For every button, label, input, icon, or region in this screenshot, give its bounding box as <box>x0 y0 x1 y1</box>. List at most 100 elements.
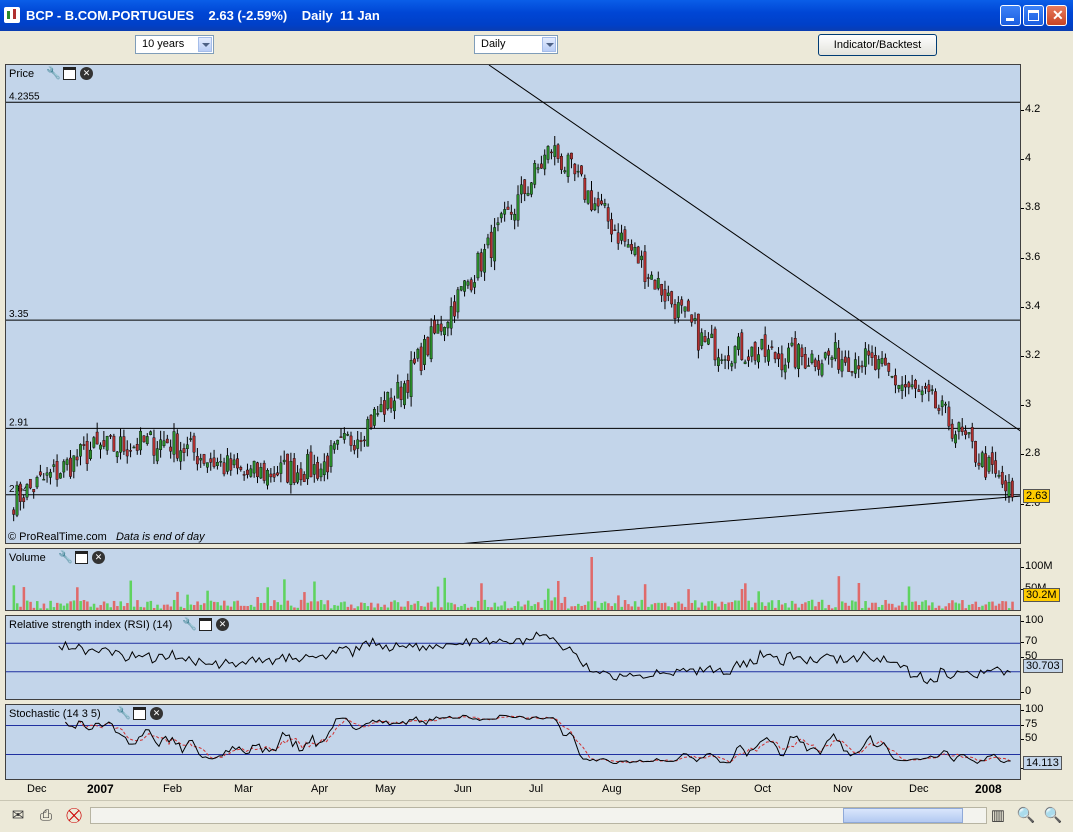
stochastic-panel[interactable]: Stochastic (14 3 5) 🔧 ✕ <box>5 704 1021 780</box>
candle-body <box>339 436 343 438</box>
no-link-icon[interactable]: ⛒ <box>66 807 82 824</box>
volume-bar <box>82 599 86 610</box>
volume-bar <box>570 606 573 610</box>
stochastic-chart[interactable] <box>6 705 1021 780</box>
candle-body <box>282 459 286 463</box>
mail-icon[interactable]: ✉ <box>11 807 25 824</box>
volume-bar <box>964 608 968 610</box>
candle-body <box>72 455 76 472</box>
x-axis-label: 2008 <box>975 782 1002 796</box>
volume-bar <box>196 601 199 610</box>
volume-chart[interactable] <box>6 549 1021 611</box>
candle-body <box>640 255 643 261</box>
close-panel-icon[interactable]: ✕ <box>92 551 105 564</box>
candle-body <box>823 352 827 359</box>
volume-bar <box>767 602 770 610</box>
candle-body <box>456 289 460 313</box>
candle-body <box>917 389 921 392</box>
window-icon[interactable] <box>75 551 88 564</box>
volume-bar <box>426 602 430 610</box>
candle-body <box>226 455 229 472</box>
axis-tick-mark <box>1021 692 1024 693</box>
candle-body <box>38 471 42 476</box>
zoom-in-icon[interactable]: 🔍 <box>1043 807 1063 824</box>
volume-bar <box>69 601 72 610</box>
minimize-button[interactable] <box>1000 5 1021 26</box>
volume-bar <box>202 603 206 610</box>
close-panel-icon[interactable]: ✕ <box>150 707 163 720</box>
volume-bar <box>1001 601 1004 610</box>
wrench-icon[interactable]: 🔧 <box>182 617 197 631</box>
volume-bar <box>620 606 624 610</box>
interval-select[interactable]: Daily <box>474 35 558 54</box>
horizontal-scrollbar[interactable] <box>90 807 987 824</box>
volume-bar <box>102 601 106 610</box>
volume-bar <box>804 602 807 610</box>
window-icon[interactable] <box>199 618 212 631</box>
volume-bar <box>971 604 974 610</box>
chevron-down-icon[interactable] <box>198 37 212 52</box>
maximize-button[interactable] <box>1023 5 1044 26</box>
title-bar: BCP - B.COM.PORTUGUES 2.63 (-2.59%) Dail… <box>0 0 1073 31</box>
wrench-icon[interactable]: 🔧 <box>58 550 73 564</box>
auto-zoom-icon[interactable]: ▥ <box>990 807 1006 824</box>
volume-bar <box>580 605 583 610</box>
axis-tick-mark <box>1021 306 1024 308</box>
candle-body <box>676 302 680 318</box>
candle-body <box>346 434 350 436</box>
price-panel[interactable]: 4.2355 3.35 2.91 2.64 Price 🔧 ✕ © ProRealTi… <box>5 64 1021 544</box>
scrollbar-thumb[interactable] <box>843 808 963 823</box>
axis-tick-label: 3.6 <box>1025 250 1041 263</box>
volume-bar <box>463 603 467 610</box>
candle-body <box>92 437 96 448</box>
axis-tick-label: 100 <box>1025 614 1044 626</box>
volume-bar <box>213 601 216 610</box>
candle-body <box>496 222 500 226</box>
x-axis-label: Apr <box>311 783 329 795</box>
print-icon[interactable]: ⎙ <box>39 807 52 824</box>
volume-bar <box>503 601 507 610</box>
close-panel-icon[interactable]: ✕ <box>216 618 229 631</box>
chevron-down-icon[interactable] <box>542 37 556 52</box>
candle-body <box>199 458 203 461</box>
volume-bar <box>727 602 730 610</box>
candle-body <box>787 347 790 363</box>
candle-body <box>630 244 633 251</box>
stochastic-axis: 1007550014.113 <box>1021 703 1073 780</box>
wrench-icon[interactable]: 🔧 <box>46 66 61 80</box>
volume-bar <box>456 607 460 610</box>
candle-body <box>650 274 654 280</box>
price-level-label: 3.35 <box>9 309 29 320</box>
volume-bar <box>363 603 366 610</box>
wrench-icon[interactable]: 🔧 <box>116 706 131 720</box>
rsi-chart[interactable] <box>6 616 1021 700</box>
window-icon[interactable] <box>63 67 76 80</box>
candle-body <box>576 170 580 173</box>
candle-body <box>793 338 797 368</box>
volume-bar <box>480 583 483 610</box>
window-icon[interactable] <box>133 707 146 720</box>
candle-body <box>880 358 884 364</box>
axis-tick-label: 2.8 <box>1025 447 1041 460</box>
axis-tick-mark <box>1021 724 1024 726</box>
indicator-backtest-button[interactable]: Indicator/Backtest <box>818 34 937 56</box>
close-button[interactable]: ✕ <box>1046 5 1067 26</box>
volume-bar <box>901 601 904 610</box>
period-select[interactable]: 10 years <box>135 35 214 54</box>
volume-bar <box>156 604 159 610</box>
close-panel-icon[interactable]: ✕ <box>80 67 93 80</box>
candle-body <box>960 426 964 432</box>
candle-body <box>185 444 189 449</box>
volume-bar <box>366 606 370 610</box>
candle-body <box>453 301 456 317</box>
volume-bar <box>553 597 557 610</box>
volume-bar <box>807 600 811 610</box>
candle-body <box>162 440 166 446</box>
volume-panel[interactable]: Volume 🔧 ✕ <box>5 548 1021 611</box>
x-axis-label: Sep <box>681 783 701 795</box>
zoom-out-icon[interactable]: 🔍 <box>1016 807 1036 824</box>
candle-body <box>884 357 887 366</box>
candle-body <box>620 232 623 241</box>
rsi-panel[interactable]: Relative strength index (RSI) (14) 🔧 ✕ <box>5 615 1021 700</box>
